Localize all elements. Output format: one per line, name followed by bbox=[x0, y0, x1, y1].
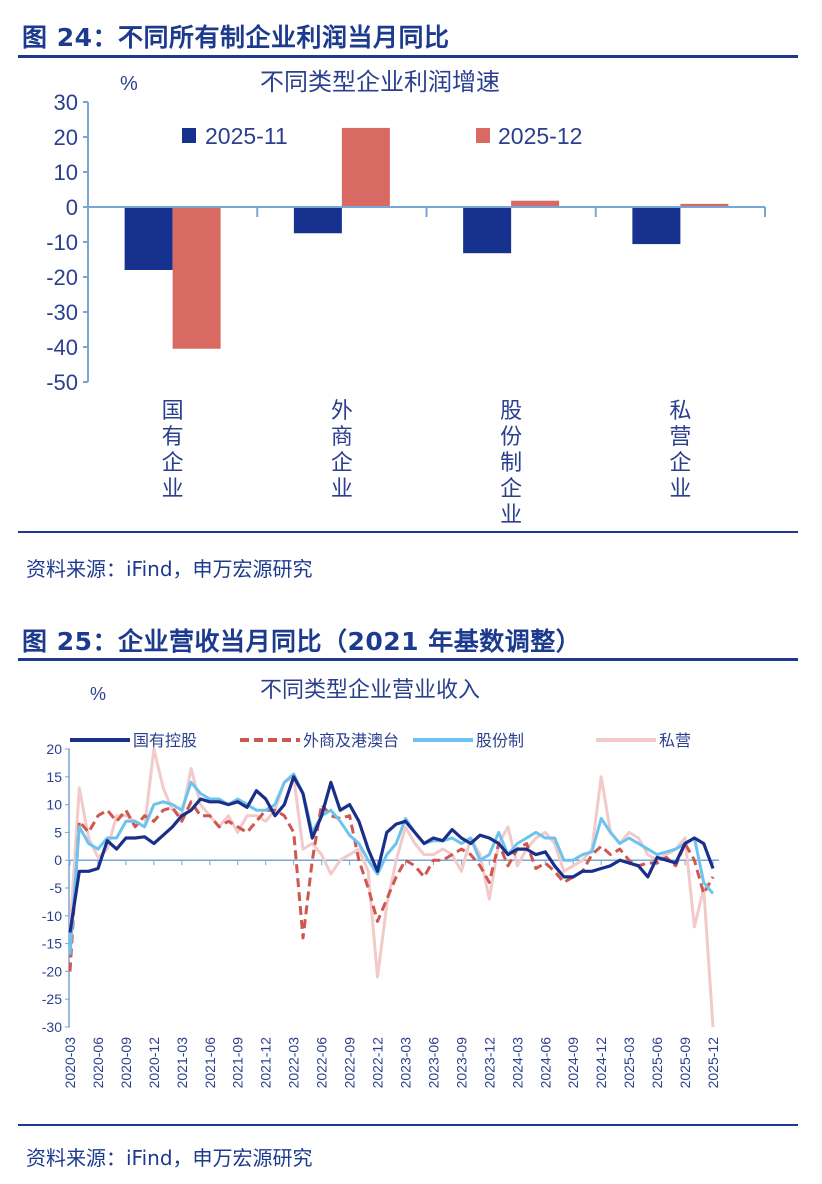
x-tick-label: 2023-06 bbox=[425, 1037, 441, 1089]
y-tick-label: -20 bbox=[46, 265, 78, 290]
y-tick-label: -10 bbox=[42, 908, 62, 924]
title-divider bbox=[18, 658, 798, 661]
x-tick-label: 2020-03 bbox=[62, 1037, 78, 1089]
x-tick-label: 2020-09 bbox=[118, 1037, 134, 1089]
x-tick-label: 2023-03 bbox=[397, 1037, 413, 1089]
category-label-char: 国 bbox=[162, 398, 184, 423]
x-tick-label: 2024-06 bbox=[537, 1037, 553, 1089]
y-tick-label: 10 bbox=[46, 797, 62, 813]
x-tick-label: 2021-03 bbox=[174, 1037, 190, 1089]
figure-24-title: 图 24：不同所有制企业利润当月同比 bbox=[22, 23, 450, 52]
series-line-国有控股 bbox=[68, 775, 715, 933]
bar-2025-12 bbox=[341, 127, 390, 207]
category-label-char: 企 bbox=[162, 450, 184, 475]
category-label-char: 业 bbox=[500, 502, 522, 527]
category-label-char: 商 bbox=[331, 424, 353, 449]
y-tick-label: -10 bbox=[46, 230, 78, 255]
y-tick-label: 10 bbox=[54, 160, 78, 185]
legend-label: 2025-12 bbox=[498, 123, 582, 149]
y-tick-label: 15 bbox=[46, 769, 62, 785]
bar-2025-11 bbox=[293, 207, 342, 234]
figure-24-source: 资料来源：iFind，申万宏源研究 bbox=[26, 557, 313, 581]
y-unit-label: % bbox=[90, 684, 106, 704]
bar-2025-11 bbox=[124, 207, 173, 270]
bar-2025-12 bbox=[680, 203, 729, 207]
x-tick-label: 2023-09 bbox=[453, 1037, 469, 1089]
chart-title: 不同类型企业营业收入 bbox=[260, 677, 480, 702]
x-tick-label: 2024-03 bbox=[509, 1037, 525, 1089]
x-tick-label: 2025-06 bbox=[649, 1037, 665, 1089]
chart-divider bbox=[18, 531, 798, 533]
x-tick-label: 2024-12 bbox=[593, 1037, 609, 1089]
x-tick-label: 2021-09 bbox=[230, 1037, 246, 1089]
y-tick-label: 0 bbox=[54, 852, 62, 868]
category-label-char: 企 bbox=[331, 450, 353, 475]
series-line-股份制 bbox=[68, 772, 715, 955]
title-divider bbox=[18, 55, 798, 58]
bar-2025-12 bbox=[172, 207, 221, 349]
chart-title: 不同类型企业利润增速 bbox=[260, 69, 500, 96]
y-tick-label: -15 bbox=[42, 936, 62, 952]
category-label-char: 私 bbox=[669, 398, 691, 423]
y-tick-label: -5 bbox=[50, 880, 63, 896]
x-tick-label: 2025-09 bbox=[677, 1037, 693, 1089]
y-tick-label: 5 bbox=[54, 824, 62, 840]
profit-bar-chart: % 不同类型企业利润增速3020100-10-20-30-40-50国有企业外商企… bbox=[46, 69, 766, 527]
category-label-char: 企 bbox=[500, 476, 522, 501]
category-label-char: 份 bbox=[500, 424, 522, 449]
y-tick-label: -40 bbox=[46, 335, 78, 360]
category-label-char: 营 bbox=[669, 424, 691, 449]
y-tick-label: -30 bbox=[46, 300, 78, 325]
legend-label: 外商及港澳台 bbox=[303, 732, 399, 750]
y-tick-label: 20 bbox=[46, 741, 62, 757]
category-label-char: 外 bbox=[331, 398, 353, 423]
figure-25-title: 图 25：企业营收当月同比（2021 年基数调整） bbox=[22, 627, 582, 656]
x-tick-label: 2022-12 bbox=[370, 1037, 386, 1089]
figure-25-source: 资料来源：iFind，申万宏源研究 bbox=[26, 1146, 313, 1170]
x-tick-label: 2024-09 bbox=[565, 1037, 581, 1089]
x-tick-label: 2021-06 bbox=[202, 1037, 218, 1089]
legend-label: 2025-11 bbox=[205, 123, 288, 149]
category-label-char: 业 bbox=[331, 476, 353, 501]
legend-swatch bbox=[182, 128, 196, 143]
legend-label: 国有控股 bbox=[133, 732, 197, 750]
x-tick-label: 2025-12 bbox=[705, 1037, 721, 1089]
x-tick-label: 2025-03 bbox=[621, 1037, 637, 1089]
y-unit-label: % bbox=[120, 73, 138, 95]
series-line-私营 bbox=[68, 747, 715, 1028]
legend-swatch bbox=[476, 128, 490, 143]
bar-2025-12 bbox=[511, 200, 560, 207]
y-tick-label: -20 bbox=[42, 963, 62, 979]
y-tick-label: 30 bbox=[54, 90, 78, 115]
category-label-char: 制 bbox=[500, 450, 522, 475]
chart-divider bbox=[18, 1124, 798, 1126]
y-tick-label: 0 bbox=[66, 195, 78, 220]
y-tick-label: -30 bbox=[42, 1019, 62, 1035]
bar-2025-11 bbox=[632, 207, 681, 245]
x-tick-label: 2021-12 bbox=[258, 1037, 274, 1089]
bar-2025-11 bbox=[463, 207, 512, 254]
category-label-char: 企 bbox=[669, 450, 691, 475]
x-tick-label: 2020-06 bbox=[90, 1037, 106, 1089]
category-label-char: 有 bbox=[162, 424, 184, 449]
x-tick-label: 2022-09 bbox=[342, 1037, 358, 1089]
category-label-char: 业 bbox=[669, 476, 691, 501]
revenue-line-chart: % 不同类型企业营业收入20151050-5-10-15-20-25-302020… bbox=[42, 677, 721, 1089]
series-line-外商及港澳台 bbox=[68, 800, 715, 972]
category-label-char: 股 bbox=[500, 398, 522, 423]
legend-label: 股份制 bbox=[476, 732, 524, 750]
x-tick-label: 2023-12 bbox=[481, 1037, 497, 1089]
x-tick-label: 2020-12 bbox=[146, 1037, 162, 1089]
y-tick-label: -25 bbox=[42, 991, 62, 1007]
x-tick-label: 2022-06 bbox=[314, 1037, 330, 1089]
legend-label: 私营 bbox=[659, 732, 691, 750]
y-tick-label: 20 bbox=[54, 125, 78, 150]
category-label-char: 业 bbox=[162, 476, 184, 501]
x-tick-label: 2022-03 bbox=[286, 1037, 302, 1089]
y-tick-label: -50 bbox=[46, 370, 78, 395]
